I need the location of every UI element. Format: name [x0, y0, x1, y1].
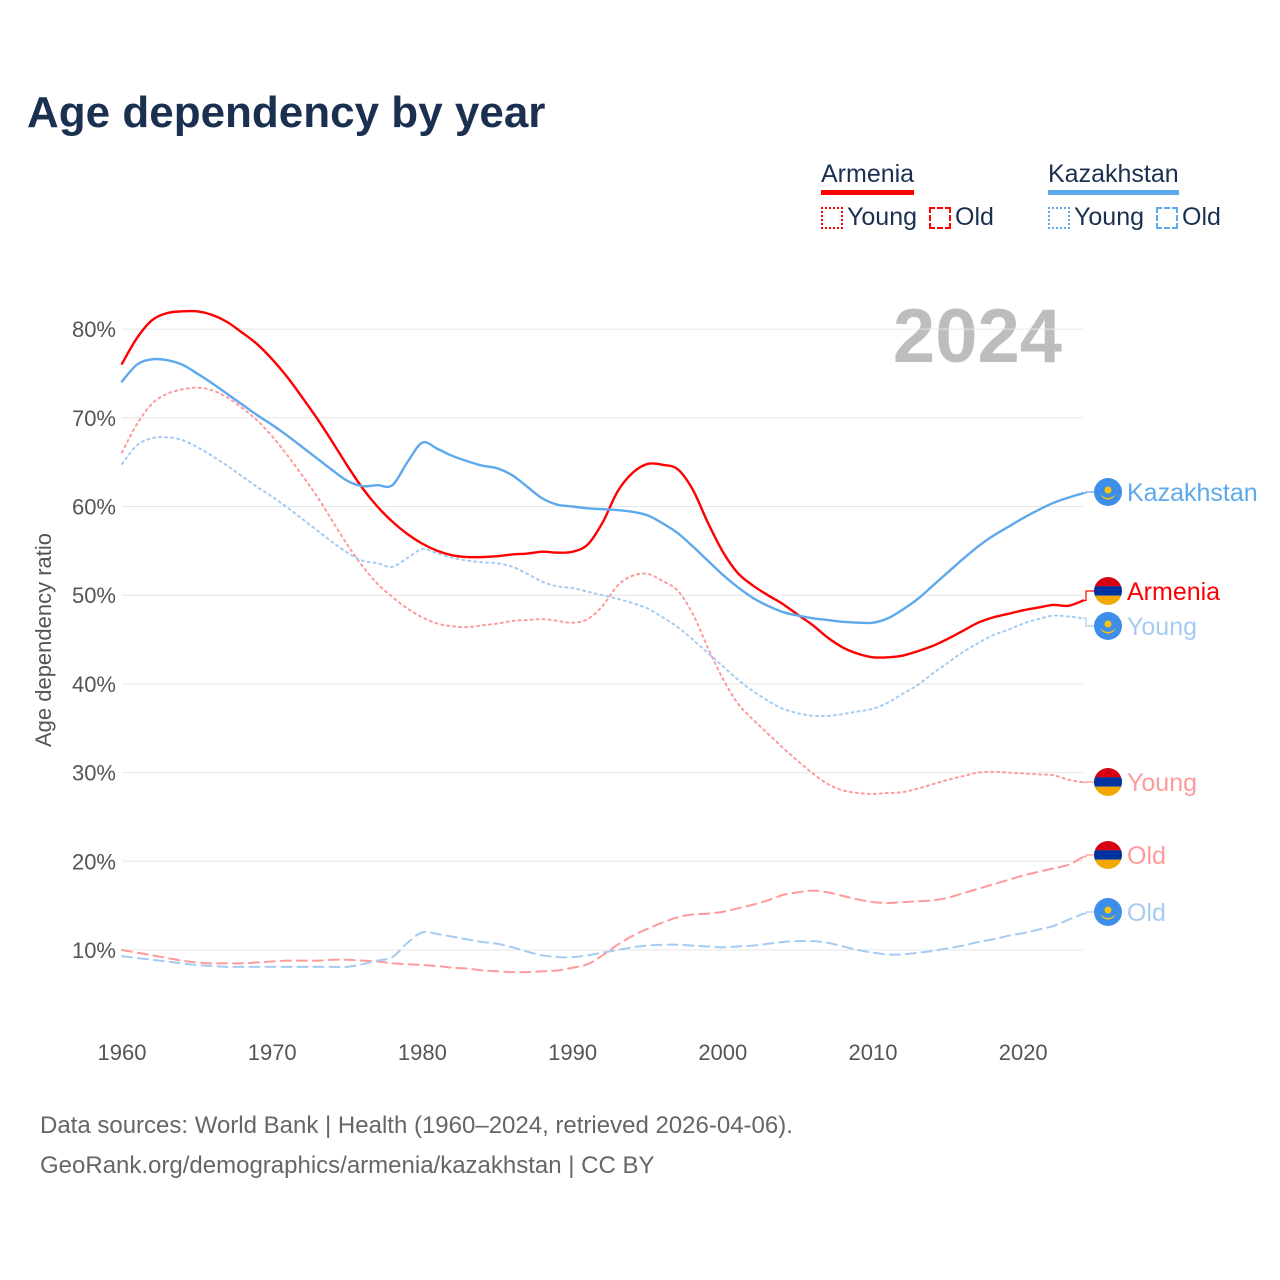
label-connector: [1083, 491, 1094, 494]
legend-armenia: Armenia Young Old: [821, 160, 994, 232]
legend-kazakhstan: Kazakhstan Young Old: [1048, 160, 1221, 232]
kazakhstan-flag-icon: [1094, 612, 1122, 640]
footer: Data sources: World Bank | Health (1960–…: [40, 1106, 793, 1186]
label-connector: [1083, 854, 1094, 858]
label-connector: [1083, 590, 1094, 602]
series-line-kazakhstan-old: [121, 912, 1085, 969]
y-tick-label: 80%: [72, 317, 116, 342]
series-line-armenia-old: [121, 855, 1085, 974]
flag-sun: [1104, 620, 1112, 628]
y-tick-label: 20%: [72, 849, 116, 874]
y-tick-label: 70%: [72, 406, 116, 431]
chart-title: Age dependency by year: [27, 88, 546, 137]
legend-item-kazakhstan-old: Old: [1156, 203, 1221, 232]
line-chart: 2024 10% 20% 30% 40% 50% 60% 70% 80% 1960 1970 198…: [31, 294, 1258, 1065]
year-watermark: 2024: [893, 294, 1062, 379]
series-line-armenia-young: [121, 386, 1085, 795]
kazakhstan-flag-icon: [1094, 898, 1122, 926]
dotted-swatch-icon: [821, 206, 843, 229]
flag-eagle: [1100, 494, 1116, 500]
flag-sun: [1104, 486, 1112, 494]
x-tick-label: 2000: [698, 1040, 747, 1065]
series-end-label: Young: [1127, 613, 1197, 641]
footer-attribution: GeoRank.org/demographics/armenia/kazakhs…: [40, 1152, 655, 1179]
legend-label: Old: [1182, 203, 1221, 231]
legend-label: Old: [955, 203, 994, 231]
flag-stripes: [1094, 768, 1122, 796]
dashed-swatch-icon: [929, 206, 951, 229]
flag-stripe-red: [1094, 841, 1122, 851]
flag-stripe-orange: [1094, 595, 1122, 605]
y-tick-label: 30%: [72, 761, 116, 786]
legend-item-kazakhstan-young: Young: [1048, 203, 1144, 232]
x-tick-label: 1990: [548, 1040, 597, 1065]
y-tick-label: 60%: [72, 495, 116, 520]
armenia-flag-icon: [1094, 577, 1122, 605]
x-tick-label: 1970: [248, 1040, 297, 1065]
flag-stripe-blue: [1094, 850, 1122, 860]
label-connector: [1083, 911, 1094, 915]
label-connector: [1083, 617, 1094, 627]
flag-stripe-blue: [1094, 777, 1122, 787]
flag-stripes: [1094, 841, 1122, 869]
series-end-label: Old: [1127, 899, 1166, 927]
y-tick-label: 50%: [72, 583, 116, 608]
series-end-label: Old: [1127, 842, 1166, 870]
series-end-label: Armenia: [1127, 578, 1220, 606]
flag-stripe-blue: [1094, 586, 1122, 596]
legend-item-armenia-old: Old: [929, 203, 994, 232]
armenia-flag-icon: [1094, 841, 1122, 869]
series-line-kazakhstan: [120, 357, 1085, 625]
flag-sun: [1104, 906, 1112, 914]
series-line-armenia: [120, 309, 1085, 659]
series-line-kazakhstan-young: [121, 436, 1085, 718]
series-end-label: Young: [1127, 769, 1197, 797]
footer-sources: Data sources: World Bank | Health (1960–…: [40, 1112, 793, 1139]
series-end-label: Kazakhstan: [1127, 479, 1258, 507]
dotted-swatch-icon: [1048, 206, 1070, 229]
y-tick-label: 10%: [72, 938, 116, 963]
x-tick-label: 1980: [398, 1040, 447, 1065]
legend-item-armenia-young: Young: [821, 203, 917, 232]
y-tick-label: 40%: [72, 672, 116, 697]
flag-stripe-red: [1094, 768, 1122, 778]
legend-country-armenia: Armenia: [821, 160, 915, 195]
legend-label: Young: [1074, 203, 1144, 231]
armenia-flag-icon: [1094, 768, 1122, 796]
x-tick-label: 2010: [849, 1040, 898, 1065]
kazakhstan-flag-icon: [1094, 478, 1122, 506]
flag-stripe-orange: [1094, 786, 1122, 796]
x-tick-label: 1960: [98, 1040, 147, 1065]
flag-eagle: [1100, 914, 1116, 920]
x-tick-label: 2020: [999, 1040, 1048, 1065]
flag-eagle: [1100, 628, 1116, 634]
legend-label: Young: [847, 203, 917, 231]
dashed-swatch-icon: [1156, 206, 1178, 229]
flag-stripe-orange: [1094, 859, 1122, 869]
legend-country-kazakhstan: Kazakhstan: [1048, 160, 1179, 195]
y-axis-label: Age dependency ratio: [31, 533, 56, 747]
flag-stripes: [1094, 577, 1122, 605]
flag-stripe-red: [1094, 577, 1122, 587]
